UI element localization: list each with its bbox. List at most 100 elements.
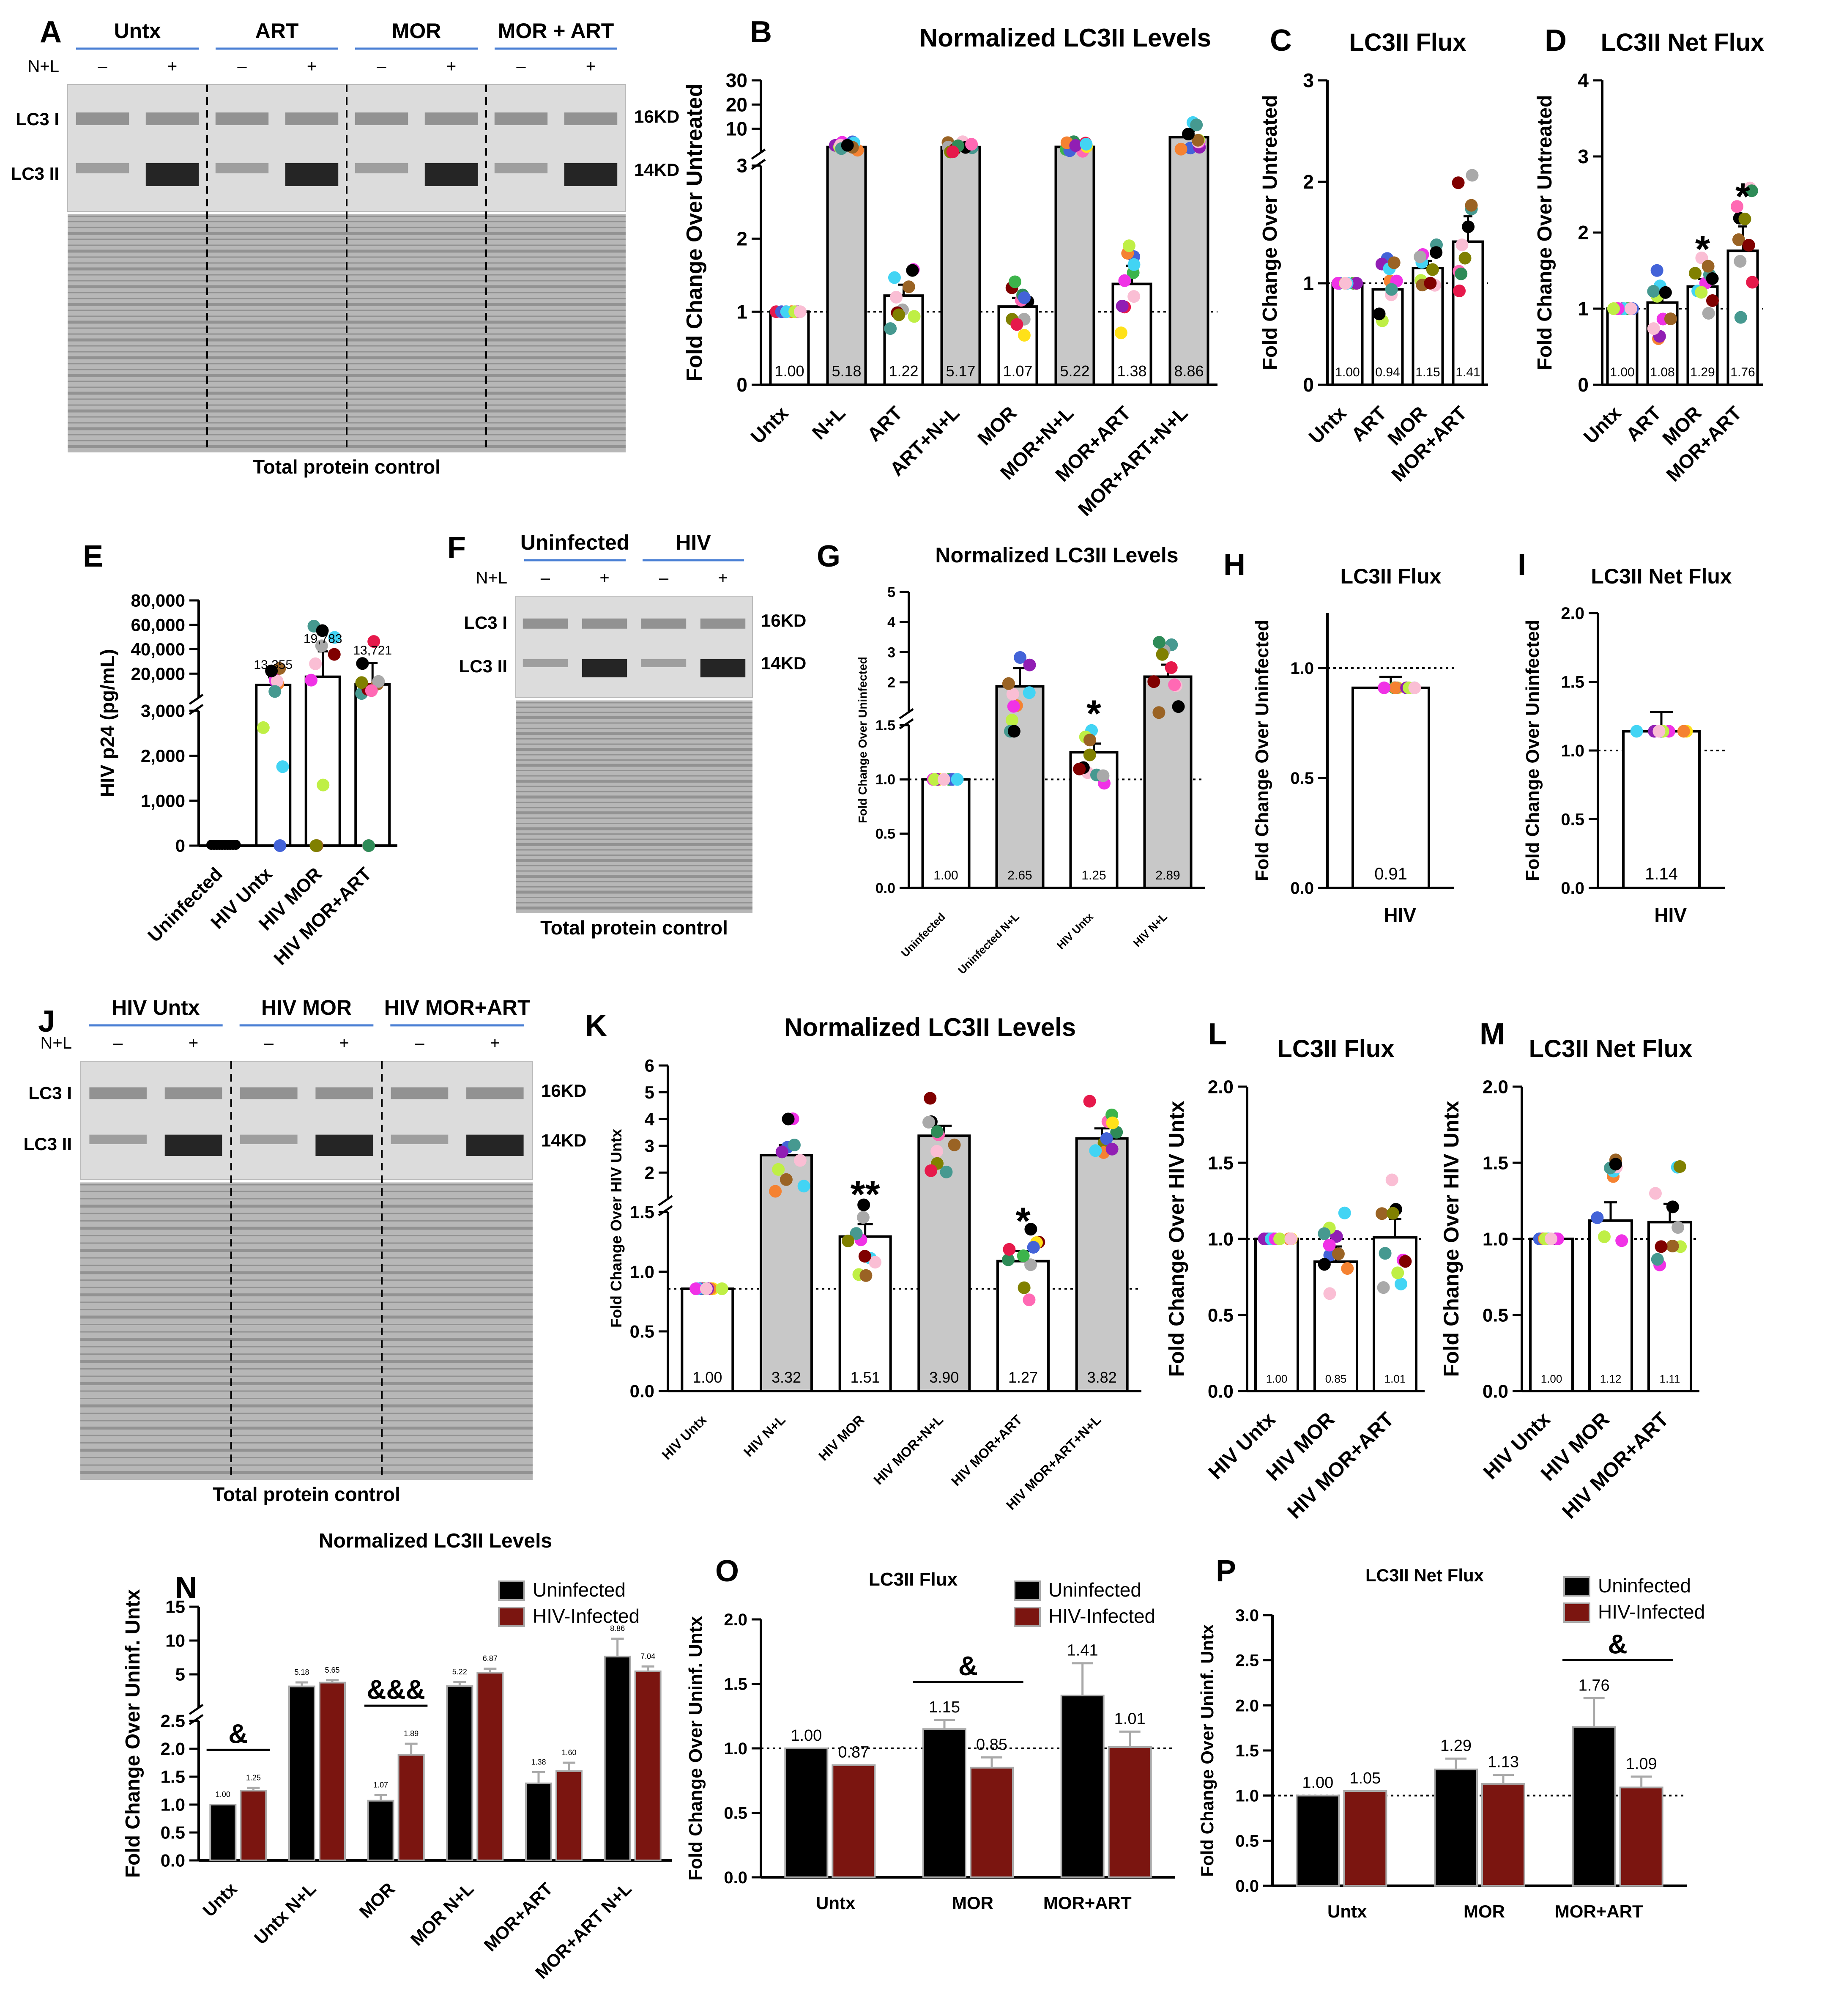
x-tick-label: Uninfected xyxy=(144,863,226,946)
data-point xyxy=(1399,1255,1412,1268)
y-tick-label: 1.5 xyxy=(875,718,895,734)
data-point xyxy=(1018,329,1031,342)
blot-group-label: Untx xyxy=(114,19,161,43)
lc3-i-band xyxy=(391,1087,449,1099)
y-tick-label: 1.0 xyxy=(724,1739,747,1758)
legend-swatch-HIV-Infected xyxy=(1563,1602,1590,1623)
data-point xyxy=(1323,1287,1336,1300)
panel-letter-P: P xyxy=(1216,1554,1236,1588)
data-point xyxy=(1389,681,1402,694)
data-point xyxy=(1430,246,1443,259)
data-point xyxy=(1083,1095,1096,1108)
chart-title: LC3II Flux xyxy=(1341,564,1442,588)
lc3-i-band xyxy=(315,1087,373,1099)
value-label: 0.85 xyxy=(1325,1372,1347,1385)
data-point xyxy=(356,657,369,670)
data-point xyxy=(1706,272,1719,285)
y-tick-label: 0 xyxy=(1578,374,1589,396)
value-label: 1.00 xyxy=(933,868,958,882)
value-label: 3.82 xyxy=(1087,1369,1117,1386)
data-point xyxy=(922,1116,936,1129)
data-point xyxy=(315,639,328,652)
data-point xyxy=(1598,1230,1611,1244)
axis-break-mark xyxy=(658,1205,673,1216)
data-point xyxy=(858,1250,871,1263)
y-tick-label: 20,000 xyxy=(131,664,185,684)
y-tick-label: 60,000 xyxy=(131,615,185,635)
blot-sign: + xyxy=(718,569,728,587)
data-point xyxy=(946,145,959,159)
value-label: 1.00 xyxy=(692,1369,722,1386)
lc3-ii-band xyxy=(89,1134,147,1144)
data-point xyxy=(884,322,897,335)
y-axis-label: Fold Change Over Untreated xyxy=(1259,95,1281,370)
legend-label: HIV-Infected xyxy=(1598,1601,1705,1623)
lc3-i-band xyxy=(494,112,548,125)
data-point xyxy=(1591,1211,1604,1224)
value-label: 1.13 xyxy=(1488,1753,1519,1771)
lc3-i-band xyxy=(215,112,269,125)
value-label: 1.25 xyxy=(1081,868,1106,882)
legend-label: Uninfected xyxy=(533,1579,626,1601)
data-point xyxy=(1332,1247,1345,1260)
data-point xyxy=(1734,311,1747,324)
blot-band-label: LC3 I xyxy=(28,1083,72,1103)
chart-panel-G: 0.0 0.5 1.0 1.5 2 3 4 5 Normalized LC3II Levels F… xyxy=(856,543,1205,977)
x-tick-label: HIV MOR xyxy=(815,1412,867,1463)
y-tick-label: 0.0 xyxy=(1235,1877,1259,1895)
y-tick-label: 0.5 xyxy=(630,1322,654,1342)
bar-HIV N+L xyxy=(1143,675,1193,889)
data-point xyxy=(1379,1247,1392,1260)
data-point xyxy=(1650,264,1663,277)
y-tick-label: 5 xyxy=(175,1665,185,1685)
data-point xyxy=(1318,1227,1331,1240)
axis-break-mark xyxy=(189,1704,204,1715)
lc3-i-band xyxy=(164,1087,222,1099)
chart-title: LC3II Net Flux xyxy=(1591,564,1732,588)
x-tick-label: HIV xyxy=(1654,904,1687,926)
western-blot-F: Uninfected HIV N+L – + – + LC3 I LC3 II 16KD 14KD T… xyxy=(459,531,807,939)
value-label: 1.00 xyxy=(1335,365,1360,379)
data-point xyxy=(1023,1293,1036,1307)
blot-footer: Total protein control xyxy=(253,456,440,478)
significance-mark: * xyxy=(1015,1200,1030,1242)
value-label: 1.38 xyxy=(531,1758,546,1766)
x-tick-label: Untx xyxy=(747,402,793,448)
data-point xyxy=(1017,1249,1030,1263)
panel-letter-J: J xyxy=(38,1005,55,1038)
chart-panel-I: 0.0 0.5 1.0 1.5 2.0 LC3II Net Flux Fold Change… xyxy=(1522,564,1732,926)
bar-HIV MOR xyxy=(1588,1219,1633,1393)
bar-HIV-Infected-Untx xyxy=(832,1764,876,1878)
significance-mark: & xyxy=(1608,1629,1628,1659)
lc3-i-band xyxy=(355,112,408,125)
bar-HIV-Infected-Untx N+L xyxy=(319,1682,346,1862)
panel-letter-H: H xyxy=(1223,548,1245,582)
chart-title: Normalized LC3II Levels xyxy=(784,1013,1076,1041)
value-label: 1.00 xyxy=(774,362,804,380)
y-tick-label: 0.5 xyxy=(1235,1832,1259,1850)
data-point xyxy=(1742,238,1755,252)
data-point xyxy=(1006,688,1019,701)
blot-footer: Total protein control xyxy=(540,917,728,939)
data-point xyxy=(1024,1258,1037,1271)
data-point xyxy=(888,271,901,284)
y-tick-label: 0.0 xyxy=(1290,879,1314,898)
data-point xyxy=(1649,1187,1662,1200)
data-point xyxy=(1127,290,1141,303)
data-point xyxy=(1007,700,1020,713)
data-point xyxy=(850,1227,863,1240)
data-point xyxy=(1339,277,1352,290)
data-point xyxy=(1190,118,1203,131)
x-tick-label: HIV N+L xyxy=(741,1412,788,1460)
blot-sign: – xyxy=(237,57,247,76)
data-point xyxy=(1005,714,1018,727)
chart-panel-D: 0 1 2 3 4 LC3II Net Flux Fold Change Over Untr… xyxy=(1534,29,1764,486)
value-label: 0.85 xyxy=(976,1736,1007,1753)
y-tick-label: 5 xyxy=(645,1082,654,1102)
data-point xyxy=(951,773,964,786)
blot-band-label: LC3 II xyxy=(24,1134,72,1154)
data-point xyxy=(1702,260,1715,273)
bar-HIV-Infected-MOR N+L xyxy=(476,1672,504,1861)
y-tick-label: 3 xyxy=(736,155,747,177)
value-label: 1.01 xyxy=(1384,1372,1406,1385)
